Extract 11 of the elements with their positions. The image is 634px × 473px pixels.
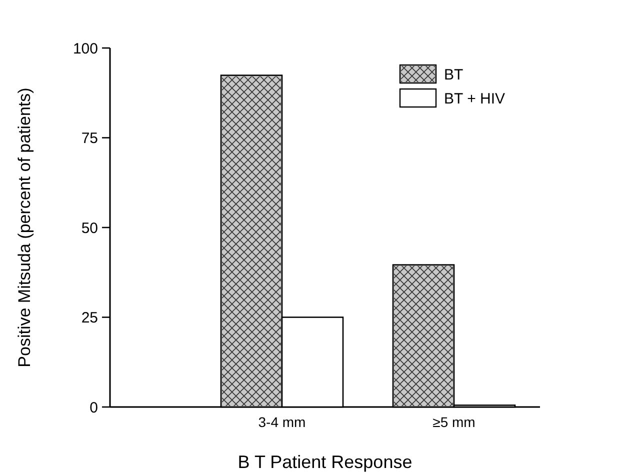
x-axis-title: B T Patient Response xyxy=(238,452,412,472)
legend-label: BT xyxy=(444,66,464,84)
y-tick-label: 50 xyxy=(81,220,98,237)
y-tick-label: 100 xyxy=(72,40,98,58)
x-tick-label: 3-4 mm xyxy=(258,414,306,430)
y-tick-label: 75 xyxy=(81,130,98,147)
x-tick-label: ≥5 mm xyxy=(432,414,476,430)
legend-label: BT + HIV xyxy=(444,90,505,108)
y-axis-title: Positive Mitsuda (percent of patients) xyxy=(15,88,34,368)
y-tick-label: 25 xyxy=(81,310,98,326)
y-tick-label: 0 xyxy=(90,399,98,416)
